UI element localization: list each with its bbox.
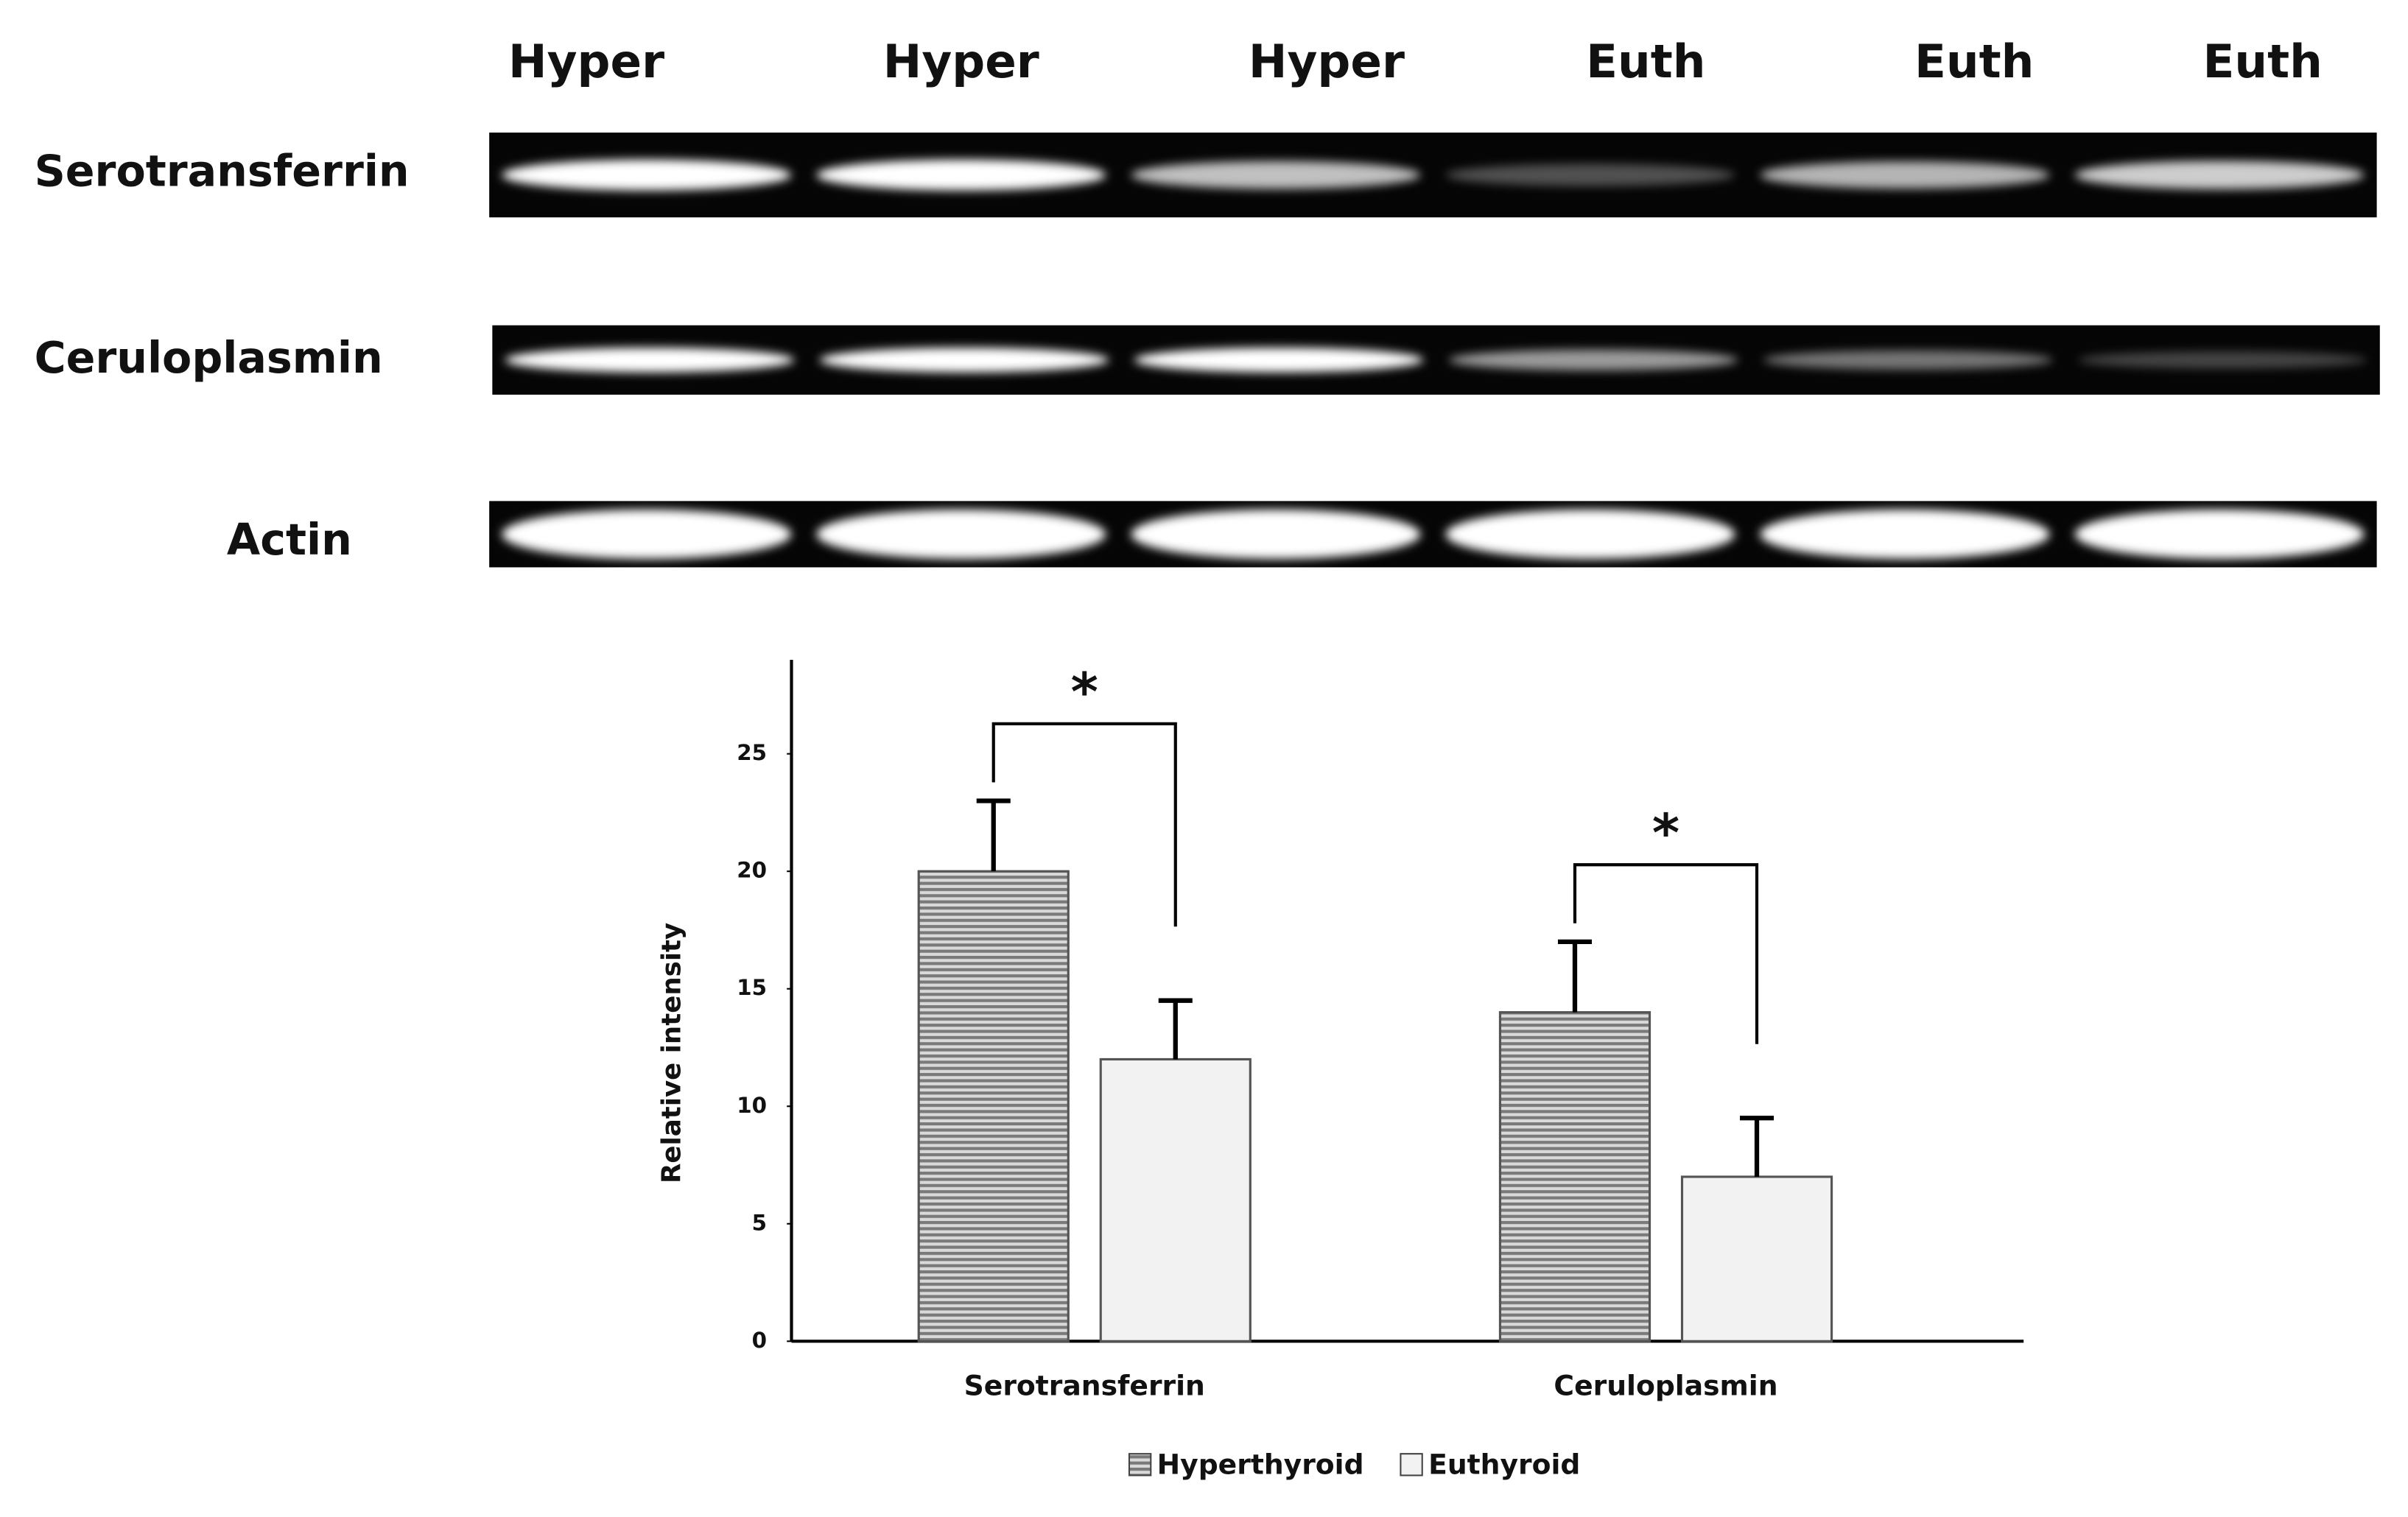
blot-strip	[489, 133, 2377, 218]
significance-bracket	[1573, 863, 1759, 1044]
blot-band	[1131, 509, 1421, 559]
y-tick-label: 10	[737, 1093, 767, 1118]
blot-band	[502, 509, 792, 559]
blot-band	[2074, 161, 2365, 189]
blot-band	[1760, 509, 2050, 559]
x-tick-label: Ceruloplasmin	[1554, 1370, 1777, 1402]
blot-band	[505, 348, 795, 373]
blot-band	[1760, 161, 2050, 189]
row-label: Ceruloplasmin	[35, 333, 383, 383]
y-tick-label: 0	[752, 1328, 767, 1353]
x-tick-label: Serotransferrin	[964, 1370, 1205, 1402]
blot-band	[816, 159, 1106, 191]
bar	[917, 870, 1070, 1342]
lane-label: Euth	[1914, 35, 2034, 88]
blot-band	[1445, 163, 1735, 186]
blot-band	[816, 509, 1106, 559]
bar	[1498, 1011, 1651, 1342]
lane-label: Euth	[2203, 35, 2323, 88]
blot-band	[502, 159, 792, 191]
y-tick-label: 15	[737, 975, 767, 1000]
lane-label: Hyper	[883, 35, 1039, 88]
blot-band	[1134, 348, 1424, 373]
blot-band	[1445, 509, 1735, 559]
lane-label: Euth	[1586, 35, 1705, 88]
legend-label: Euthyroid	[1428, 1448, 1580, 1480]
blot-strip	[492, 325, 2380, 395]
significance-label: *	[1071, 662, 1098, 723]
lane-label: Hyper	[1249, 35, 1405, 88]
blot-strip	[489, 501, 2377, 568]
blot-band	[1448, 349, 1738, 370]
bar	[1099, 1057, 1252, 1342]
blot-band	[1763, 350, 2053, 370]
blot-band	[2074, 509, 2365, 559]
row-label: Actin	[227, 515, 352, 565]
y-axis-label: Relative intensity	[656, 923, 687, 1183]
y-tick-label: 5	[752, 1210, 767, 1235]
row-label: Serotransferrin	[35, 147, 410, 197]
blot-band	[1131, 161, 1421, 189]
legend-swatch	[1128, 1453, 1152, 1476]
y-tick-label: 20	[737, 858, 767, 883]
blot-band	[2077, 351, 2367, 369]
y-tick-label: 25	[737, 740, 767, 765]
legend-swatch	[1400, 1453, 1423, 1476]
bar	[1680, 1175, 1833, 1342]
significance-label: *	[1652, 803, 1679, 864]
lane-label: Hyper	[508, 35, 664, 88]
significance-bracket	[991, 722, 1177, 927]
blot-band	[819, 348, 1109, 373]
legend-label: Hyperthyroid	[1157, 1448, 1364, 1480]
